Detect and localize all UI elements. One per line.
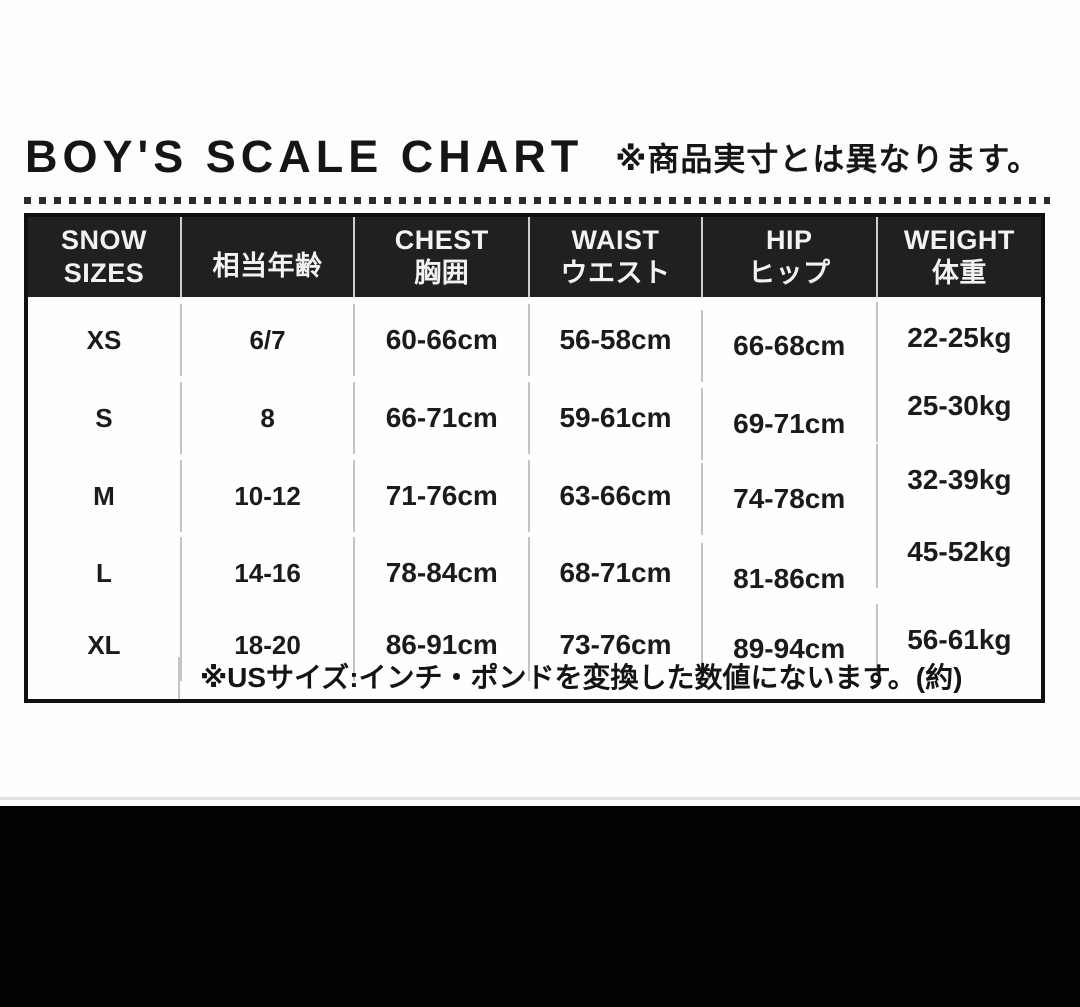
cell-size: XL — [87, 629, 121, 660]
table-row: M 10-12 71-76cm 63-66cm 74-78cm 32-39kg — [28, 441, 1041, 535]
cell-weight: 56-61kg — [875, 604, 1041, 676]
header-cell: 相当年齢 — [179, 217, 353, 297]
cell-size: L — [96, 557, 112, 588]
cell-age: 14-16 — [179, 537, 353, 609]
cell-chest: 78-84cm — [353, 537, 528, 609]
letterbox-bottom-bar — [0, 806, 1080, 1007]
header-cell: SNOW SIZES — [28, 217, 180, 297]
cell-age: 6/7 — [179, 304, 353, 376]
cell-age: 18-20 — [179, 609, 353, 681]
table-row: L 14-16 78-84cm 68-71cm 81-86cm 45-52kg — [28, 513, 1041, 615]
cell-size: XS — [86, 324, 122, 355]
cell-hip: 66-68cm — [700, 310, 876, 382]
cell-waist: 68-71cm — [528, 537, 700, 609]
table-row: XS 6/7 60-66cm 56-58cm 66-68cm 22-25kg — [28, 297, 1041, 382]
header-line1: WAIST — [571, 225, 660, 255]
table-row: S 8 66-71cm 59-61cm 69-71cm 25-30kg — [28, 369, 1041, 460]
cell-hip: 69-71cm — [700, 388, 876, 460]
cell-age: 8 — [179, 382, 353, 454]
cell-weight: 22-25kg — [875, 302, 1041, 374]
cell-age: 10-12 — [179, 460, 353, 532]
header-line1: WEIGHT — [903, 225, 1015, 255]
header-line2: SIZES — [63, 258, 145, 288]
header-cell: WAIST ウエスト — [528, 217, 700, 297]
footnote-spacer — [28, 657, 180, 699]
header-cell: WEIGHT 体重 — [875, 217, 1041, 297]
header-line2: ヒップ — [747, 258, 831, 288]
cell-weight: 32-39kg — [875, 444, 1041, 516]
table-row: XL 18-20 86-91cm 73-76cm 89-94cm 56-61kg — [28, 585, 1041, 685]
cell-waist: 56-58cm — [528, 304, 700, 376]
header-line1: CHEST — [394, 225, 489, 255]
page-title: BOY'S SCALE CHART — [25, 131, 584, 182]
cell-size: M — [93, 480, 115, 511]
dotted-divider — [24, 197, 1050, 204]
table-footnote: ※USサイズ:インチ・ポンドを変換した数値にないます。(約) — [199, 662, 963, 693]
size-chart-table: SNOW SIZES 相当年齢 CHEST 胸囲 WAIST ウエスト HIP ヒップ WEIGH… — [24, 213, 1045, 703]
cell-weight: 25-30kg — [875, 370, 1041, 442]
header-line1: SNOW — [60, 225, 147, 255]
cell-waist: 63-66cm — [528, 460, 700, 532]
cell-waist: 59-61cm — [528, 382, 700, 454]
header-cell: HIP ヒップ — [700, 217, 876, 297]
header-line1: 相当年齢 — [212, 250, 323, 281]
cell-chest: 66-71cm — [353, 382, 528, 454]
header-line2: ウエスト — [560, 258, 671, 288]
cell-waist: 73-76cm — [528, 609, 700, 681]
cell-hip: 74-78cm — [700, 463, 876, 535]
header-line2: 胸囲 — [414, 258, 470, 288]
cell-weight: 45-52kg — [875, 516, 1041, 588]
title-disclaimer: ※商品実寸とは異なります。 — [615, 141, 1041, 177]
cell-chest: 86-91cm — [353, 609, 528, 681]
table-body: XS 6/7 60-66cm 56-58cm 66-68cm 22-25kg S 8 66-71… — [28, 297, 1041, 685]
header-cell: CHEST 胸囲 — [353, 217, 528, 297]
cell-hip: 89-94cm — [700, 613, 876, 685]
cell-chest: 60-66cm — [353, 304, 528, 376]
cell-size: S — [95, 402, 113, 433]
table-header-row: SNOW SIZES 相当年齢 CHEST 胸囲 WAIST ウエスト HIP ヒップ WEIGH… — [28, 217, 1041, 297]
photo-bottom-hairline — [0, 797, 1080, 800]
cell-hip: 81-86cm — [700, 543, 876, 615]
chart-title-row: BOY'S SCALE CHART ※商品実寸とは異なります。 — [25, 128, 1040, 186]
table-footnote-row: ※USサイズ:インチ・ポンドを変換した数値にないます。(約) — [28, 657, 1041, 699]
cell-chest: 71-76cm — [353, 460, 528, 532]
header-line1: HIP — [765, 225, 813, 255]
header-line2: 体重 — [931, 258, 987, 288]
